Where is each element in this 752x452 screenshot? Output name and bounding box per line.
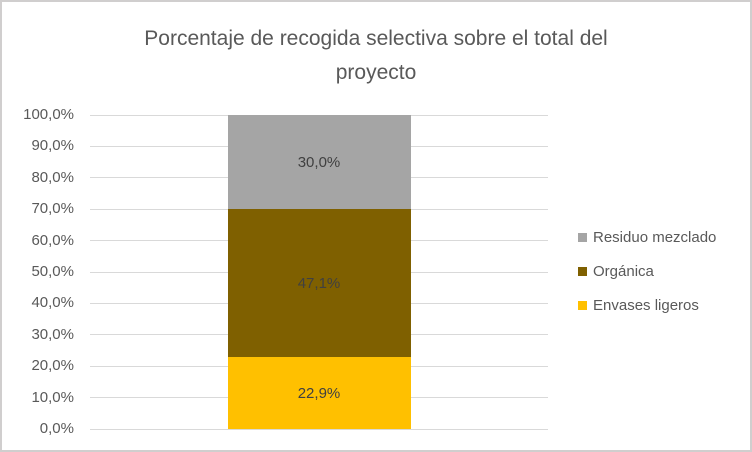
chart-title: Porcentaje de recogida selectiva sobre e…: [2, 22, 750, 90]
bar-segment-label: 30,0%: [297, 153, 341, 171]
chart-title-line-1: Porcentaje de recogida selectiva sobre e…: [144, 27, 608, 50]
y-axis-tick-label: 30,0%: [31, 325, 74, 343]
legend-swatch: [578, 266, 587, 276]
y-axis-tick-label: 80,0%: [31, 168, 74, 186]
y-axis-tick-label: 10,0%: [31, 388, 74, 406]
chart-title-line-2: proyecto: [335, 61, 417, 84]
legend-item-residuo-mezclado: Residuo mezclado: [578, 220, 716, 254]
bar-segment-label: 22,9%: [297, 384, 341, 402]
bar-segment-envases-ligeros: 22,9%: [227, 357, 411, 429]
legend-swatch: [578, 232, 587, 242]
y-axis-tick-label: 70,0%: [31, 200, 74, 218]
legend: Residuo mezclado Orgánica Envases ligeros: [578, 220, 716, 322]
legend-item-envases-ligeros: Envases ligeros: [578, 288, 716, 322]
bar-segment-label: 47,1%: [297, 274, 341, 292]
bar-segment-residuo-mezclado: 30,0%: [227, 115, 411, 210]
legend-label: Orgánica: [593, 262, 654, 280]
y-axis-tick-label: 0,0%: [39, 420, 74, 437]
y-axis-tick-label: 90,0%: [31, 137, 74, 155]
bar-segment-organica: 47,1%: [227, 209, 411, 358]
x-axis-line: [90, 428, 548, 430]
legend-swatch: [578, 300, 587, 310]
y-axis-tick-label: 60,0%: [31, 231, 74, 249]
legend-label: Residuo mezclado: [593, 228, 717, 246]
legend-label: Envases ligeros: [593, 296, 699, 314]
legend-item-organica: Orgánica: [578, 254, 716, 288]
y-axis-tick-label: 50,0%: [31, 263, 74, 280]
y-axis-tick-label: 100,0%: [23, 106, 74, 123]
y-axis-tick-label: 20,0%: [31, 357, 74, 375]
y-axis-tick-label: 40,0%: [31, 294, 74, 312]
